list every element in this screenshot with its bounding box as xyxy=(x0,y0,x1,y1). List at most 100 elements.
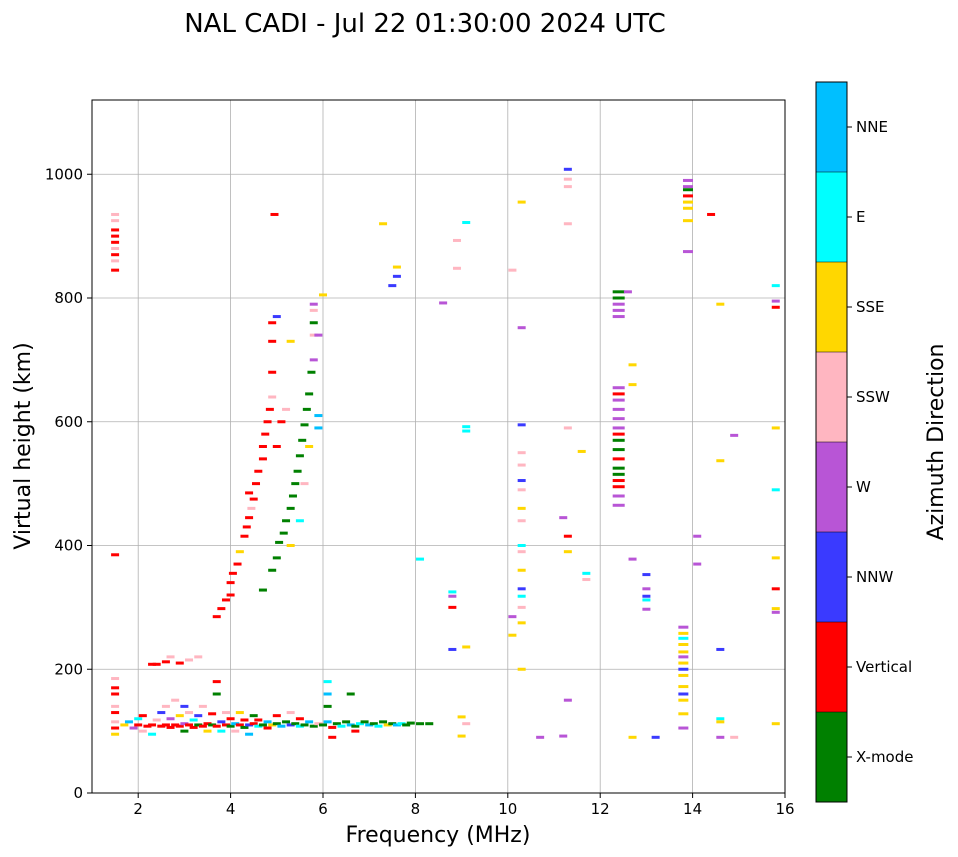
data-point-nnw xyxy=(194,714,203,718)
data-point-vertical xyxy=(448,605,457,609)
data-point-vertical xyxy=(272,714,281,718)
colorbar-swatch xyxy=(816,622,847,712)
data-point-sse xyxy=(678,631,689,635)
y-tick-label: 0 xyxy=(73,784,83,802)
data-point-vertical xyxy=(235,723,244,727)
x-tick-label: 16 xyxy=(775,800,794,818)
data-point-w xyxy=(563,698,572,702)
data-point-nne xyxy=(231,722,240,726)
colorbar-swatch xyxy=(816,172,847,262)
data-point-e xyxy=(716,717,725,721)
data-point-ssw xyxy=(582,578,591,582)
data-point-x-mode xyxy=(258,588,267,592)
colorbar-swatch xyxy=(816,442,847,532)
data-point-x-mode xyxy=(307,370,316,374)
data-point-sse xyxy=(716,459,725,463)
data-point-vertical xyxy=(111,228,120,232)
data-point-ssw xyxy=(517,488,526,492)
data-point-ssw xyxy=(563,426,572,430)
data-point-ssw xyxy=(517,451,526,455)
data-point-vertical xyxy=(157,724,166,728)
data-point-vertical xyxy=(148,723,157,727)
data-point-x-mode xyxy=(212,692,221,696)
data-point-w xyxy=(730,433,739,437)
colorbar: X-mode Vertical NNW W SSW SSE E NNE xyxy=(815,81,913,803)
data-point-w xyxy=(612,426,625,430)
data-point-sse xyxy=(383,723,392,727)
data-point-vertical xyxy=(612,392,625,396)
data-point-vertical xyxy=(111,268,120,272)
data-point-sse xyxy=(111,732,120,736)
data-point-vertical xyxy=(612,479,625,483)
data-point-e xyxy=(355,722,364,726)
data-point-vertical xyxy=(612,457,625,461)
data-point-vertical xyxy=(198,724,207,728)
data-point-sse xyxy=(235,711,244,715)
data-point-ssw xyxy=(185,658,194,662)
data-point-vertical xyxy=(111,234,120,238)
colorbar-label-vertical: Vertical xyxy=(856,658,912,676)
data-point-nne xyxy=(346,723,355,727)
data-point-e xyxy=(189,718,198,722)
data-point-nne xyxy=(314,414,323,418)
data-point-sse xyxy=(678,661,689,665)
data-point-ssw xyxy=(111,219,120,223)
data-point-vertical xyxy=(226,717,235,721)
data-point-x-mode xyxy=(300,423,309,427)
data-point-nnw xyxy=(517,423,526,427)
data-point-vertical xyxy=(240,718,249,722)
data-point-sse xyxy=(508,633,517,637)
data-point-vertical xyxy=(233,562,242,566)
x-tick-label: 14 xyxy=(683,800,702,818)
data-point-sse xyxy=(457,734,466,738)
data-point-w xyxy=(612,302,625,306)
data-point-sse xyxy=(319,293,327,297)
data-point-x-mode xyxy=(388,722,397,726)
data-point-vertical xyxy=(682,194,693,198)
data-point-vertical xyxy=(228,571,237,575)
data-point-vertical xyxy=(268,321,277,325)
data-point-ssw xyxy=(247,506,256,510)
data-point-vertical xyxy=(152,662,161,666)
data-point-ssw xyxy=(111,247,120,250)
data-point-w xyxy=(682,250,693,254)
data-point-ssw xyxy=(452,266,461,270)
data-point-nne xyxy=(323,720,332,724)
data-point-sse xyxy=(628,363,637,367)
colorbar-swatch xyxy=(816,352,847,442)
data-point-e xyxy=(517,544,526,547)
data-point-sse xyxy=(305,445,314,448)
data-point-sse xyxy=(462,645,471,649)
data-point-sse xyxy=(682,219,693,223)
data-point-w xyxy=(180,722,189,726)
data-point-x-mode xyxy=(309,724,318,728)
data-point-vertical xyxy=(245,516,254,520)
data-point-nne xyxy=(314,426,323,430)
data-point-nnw xyxy=(678,692,689,696)
data-point-w xyxy=(612,315,625,319)
data-point-sse xyxy=(120,723,129,727)
data-point-vertical xyxy=(272,445,281,448)
data-point-sse xyxy=(517,506,526,510)
data-point-sse xyxy=(628,735,637,739)
data-point-vertical xyxy=(221,723,230,727)
colorbar-label-e: E xyxy=(856,208,865,226)
data-point-vertical xyxy=(254,718,263,722)
data-point-x-mode xyxy=(416,722,425,726)
data-point-w xyxy=(678,726,689,730)
data-point-ssw xyxy=(517,605,526,609)
data-point-sse xyxy=(517,568,526,572)
data-point-e xyxy=(254,724,263,728)
data-point-sse xyxy=(716,302,725,306)
data-point-x-mode xyxy=(332,722,341,726)
data-point-e xyxy=(771,488,780,492)
colorbar-label: Azimuth Direction xyxy=(924,343,949,540)
colorbar-label-nnw: NNW xyxy=(856,568,893,586)
data-point-vertical xyxy=(258,445,267,448)
data-point-x-mode xyxy=(268,568,277,572)
data-point-e xyxy=(295,519,304,523)
data-point-nnw xyxy=(272,315,281,319)
data-point-ssw xyxy=(517,550,526,554)
data-point-x-mode xyxy=(258,723,267,727)
data-point-vertical xyxy=(563,534,572,538)
